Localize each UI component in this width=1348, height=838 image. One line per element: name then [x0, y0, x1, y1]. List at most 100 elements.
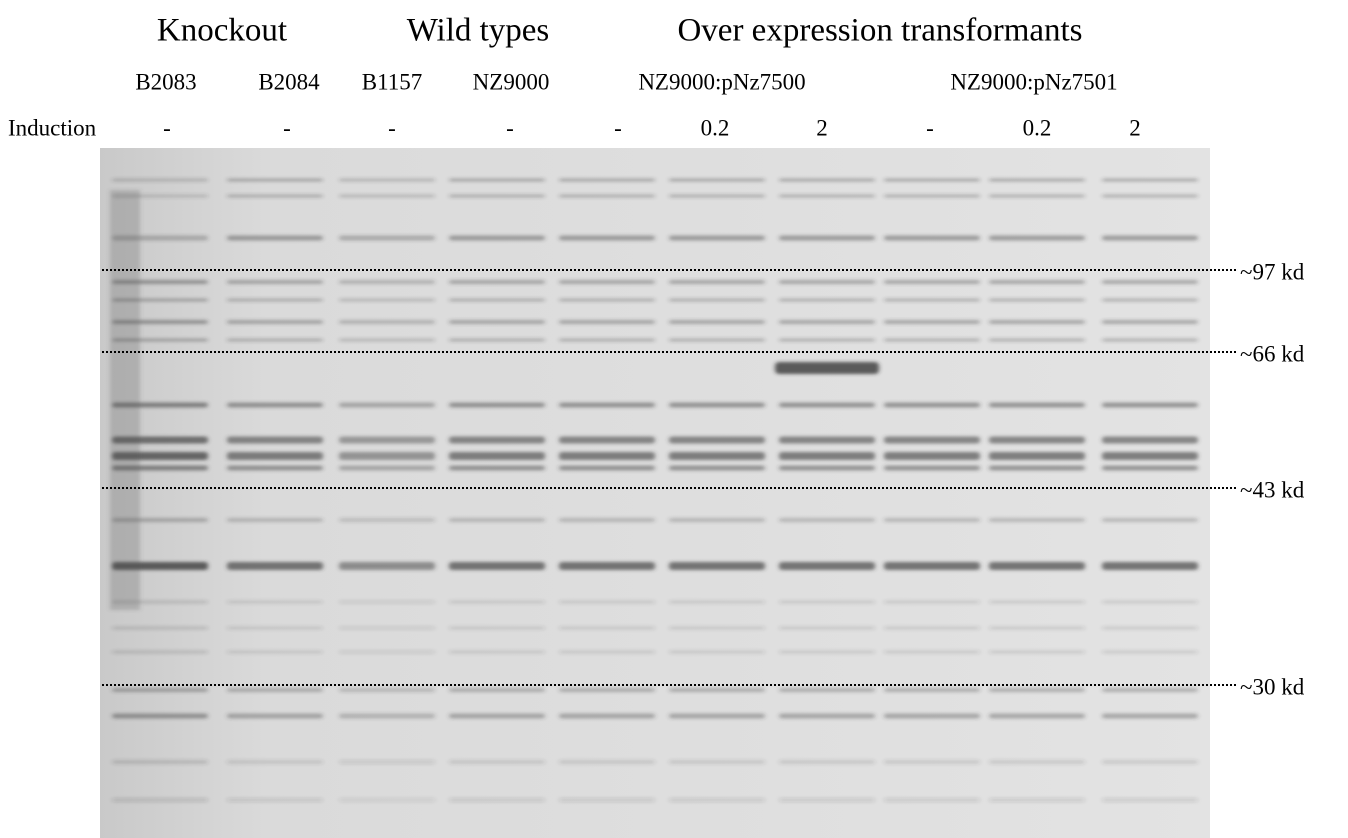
- band: [1102, 320, 1198, 324]
- band: [884, 338, 980, 342]
- band: [989, 562, 1085, 570]
- band: [989, 650, 1085, 654]
- band: [339, 298, 435, 302]
- band: [884, 178, 980, 182]
- band: [449, 178, 545, 182]
- band: [559, 713, 655, 719]
- band: [1102, 280, 1198, 284]
- band: [669, 626, 765, 630]
- band: [227, 465, 323, 471]
- band: [669, 235, 765, 241]
- induction-value: -: [388, 115, 396, 140]
- band: [884, 194, 980, 198]
- band: [884, 298, 980, 302]
- band: [339, 600, 435, 604]
- band: [227, 235, 323, 241]
- band: [884, 798, 980, 802]
- band: [989, 298, 1085, 302]
- band: [1102, 436, 1198, 444]
- band: [669, 518, 765, 522]
- band: [884, 518, 980, 522]
- band: [669, 688, 765, 692]
- marker-label: ~43 kd: [1240, 477, 1305, 502]
- band: [779, 465, 875, 471]
- band: [112, 650, 208, 654]
- band: [559, 760, 655, 764]
- band: [227, 688, 323, 692]
- band: [779, 320, 875, 324]
- band: [989, 798, 1085, 802]
- band: [339, 626, 435, 630]
- band: [339, 280, 435, 284]
- band: [989, 626, 1085, 630]
- band: [227, 562, 323, 570]
- band: [559, 178, 655, 182]
- induction-value: -: [283, 115, 291, 140]
- lane-label: NZ9000:pNz7500: [638, 69, 805, 94]
- band: [227, 760, 323, 764]
- induction-label: Induction: [8, 115, 97, 140]
- induction-value: 0.2: [1023, 115, 1052, 140]
- band: [449, 600, 545, 604]
- band: [669, 194, 765, 198]
- bands: [110, 178, 1198, 802]
- band: [669, 436, 765, 444]
- band: [669, 760, 765, 764]
- band: [989, 280, 1085, 284]
- band: [339, 178, 435, 182]
- band: [779, 798, 875, 802]
- group-label: Over expression transformants: [677, 13, 1082, 49]
- band: [669, 798, 765, 802]
- band: [989, 402, 1085, 408]
- band: [559, 194, 655, 198]
- band: [449, 436, 545, 444]
- band: [559, 518, 655, 522]
- group-label: Knockout: [157, 13, 287, 49]
- band: [884, 402, 980, 408]
- band: [559, 298, 655, 302]
- band: [227, 298, 323, 302]
- band: [884, 452, 980, 460]
- band: [779, 600, 875, 604]
- band: [227, 178, 323, 182]
- band: [779, 562, 875, 570]
- band: [884, 650, 980, 654]
- band: [339, 518, 435, 522]
- band: [449, 650, 545, 654]
- band: [227, 650, 323, 654]
- band: [339, 465, 435, 471]
- band: [884, 688, 980, 692]
- band: [339, 798, 435, 802]
- band: [112, 688, 208, 692]
- band: [1102, 650, 1198, 654]
- band: [449, 562, 545, 570]
- band: [779, 452, 875, 460]
- band: [1102, 235, 1198, 241]
- lane-label: B1157: [362, 69, 423, 94]
- band: [559, 338, 655, 342]
- band: [449, 280, 545, 284]
- band: [339, 452, 435, 460]
- band: [559, 600, 655, 604]
- band: [779, 650, 875, 654]
- band: [884, 600, 980, 604]
- gel: [100, 148, 1210, 838]
- band: [227, 320, 323, 324]
- band: [1102, 798, 1198, 802]
- band: [884, 436, 980, 444]
- band: [227, 402, 323, 408]
- band: [669, 713, 765, 719]
- lane-label: B2083: [135, 69, 196, 94]
- induction-value: 0.2: [701, 115, 730, 140]
- band: [989, 178, 1085, 182]
- band: [1102, 688, 1198, 692]
- band: [559, 235, 655, 241]
- band: [779, 518, 875, 522]
- band: [449, 798, 545, 802]
- band: [449, 402, 545, 408]
- band: [779, 194, 875, 198]
- induction-value: -: [506, 115, 514, 140]
- labels: Knockout Wild types Over expression tran…: [8, 13, 1118, 141]
- band: [112, 798, 208, 802]
